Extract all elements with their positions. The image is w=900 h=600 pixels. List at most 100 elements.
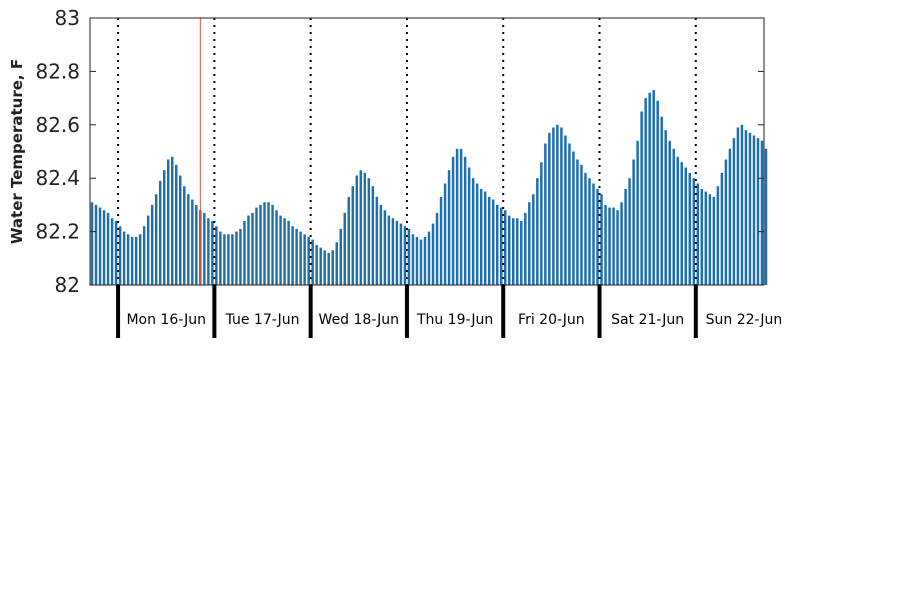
data-bar xyxy=(295,228,298,285)
data-bar xyxy=(98,207,102,285)
data-bar xyxy=(154,194,158,285)
data-bar xyxy=(146,215,150,285)
data-bar xyxy=(556,124,559,285)
data-bar xyxy=(379,204,383,285)
data-bar xyxy=(90,202,94,285)
data-bar xyxy=(323,250,326,285)
data-bar xyxy=(287,220,290,285)
data-bar xyxy=(536,178,539,285)
y-axis: 82 82.2 82.4 82.6 82.8 83 xyxy=(35,6,764,297)
data-bar xyxy=(311,239,314,285)
data-bar xyxy=(203,212,206,285)
data-bar xyxy=(187,194,190,285)
data-bar xyxy=(403,226,407,285)
data-bar xyxy=(656,100,659,286)
data-bar xyxy=(652,90,655,285)
data-bar xyxy=(339,228,342,285)
x-axis-day-ticks: Mon 16-Jun Tue 17-Jun Wed 18-Jun Thu 19-Jun… xyxy=(116,285,782,338)
data-bar xyxy=(760,140,764,285)
data-bar xyxy=(508,215,511,285)
data-bar xyxy=(407,228,411,285)
data-bar xyxy=(387,215,391,285)
data-bar xyxy=(191,199,194,285)
data-bar xyxy=(628,178,631,285)
data-bar xyxy=(327,252,330,285)
data-bar xyxy=(640,111,643,285)
y-tick-label: 83 xyxy=(55,6,80,30)
data-bar xyxy=(142,226,146,285)
data-bar xyxy=(548,132,551,285)
data-bar xyxy=(660,116,663,285)
data-bar xyxy=(503,210,507,285)
day-label: Tue 17-Jun xyxy=(225,312,300,328)
data-bar xyxy=(532,194,535,285)
data-bar xyxy=(604,204,607,285)
data-bar xyxy=(427,231,431,285)
data-bar xyxy=(596,188,599,285)
data-bar xyxy=(479,188,483,285)
day-label: Thu 19-Jun xyxy=(416,312,493,328)
data-bar xyxy=(106,212,110,285)
data-bar xyxy=(243,220,246,285)
data-bar xyxy=(483,191,487,285)
data-bar xyxy=(528,202,531,285)
data-bar xyxy=(616,210,619,285)
data-bar xyxy=(391,218,395,285)
data-bar xyxy=(227,234,230,285)
data-bar xyxy=(435,212,439,285)
data-bar xyxy=(471,178,475,285)
data-bar xyxy=(291,226,294,285)
data-bar xyxy=(564,135,567,285)
data-bar xyxy=(752,135,756,285)
day-separators xyxy=(117,18,697,285)
data-bar xyxy=(475,183,479,285)
data-bar xyxy=(680,162,683,285)
data-bar xyxy=(271,204,274,285)
data-bar xyxy=(620,202,623,285)
data-bar xyxy=(134,236,138,285)
data-bar xyxy=(684,167,688,285)
data-bar xyxy=(415,236,419,285)
day-label: Fri 20-Jun xyxy=(518,312,585,328)
data-bar xyxy=(764,148,768,285)
data-bar xyxy=(467,167,471,285)
data-bar xyxy=(624,188,627,285)
data-bar xyxy=(175,164,178,285)
data-bar xyxy=(592,183,595,285)
data-bar xyxy=(540,162,543,285)
data-bar xyxy=(516,218,519,285)
data-bar xyxy=(576,159,579,285)
data-bar xyxy=(584,172,587,285)
data-bar xyxy=(335,242,338,285)
data-bar xyxy=(524,212,527,285)
data-bar xyxy=(118,226,122,285)
data-bar xyxy=(732,138,736,285)
data-bar xyxy=(331,250,334,285)
data-bar xyxy=(600,194,603,285)
data-bar xyxy=(520,220,523,285)
data-bar xyxy=(359,170,363,285)
data-bar xyxy=(114,220,118,285)
data-bar xyxy=(632,159,635,285)
data-bar xyxy=(423,236,427,285)
data-bar xyxy=(419,239,423,285)
data-bar xyxy=(636,140,639,285)
data-bar xyxy=(375,196,379,285)
data-bar xyxy=(728,148,732,285)
data-bar xyxy=(512,218,515,285)
data-bar xyxy=(158,180,162,285)
data-bar xyxy=(696,183,700,285)
data-bar xyxy=(720,172,724,285)
data-bar xyxy=(572,151,575,285)
data-bar xyxy=(431,223,435,285)
data-bar xyxy=(130,236,134,285)
data-bar xyxy=(744,130,748,285)
data-bar xyxy=(171,156,174,285)
data-bar xyxy=(122,231,126,285)
data-bar xyxy=(315,244,318,285)
data-bar xyxy=(672,148,675,285)
data-bar xyxy=(692,178,696,285)
data-bar xyxy=(211,220,214,285)
data-bar xyxy=(756,138,760,285)
data-bar xyxy=(267,202,270,285)
